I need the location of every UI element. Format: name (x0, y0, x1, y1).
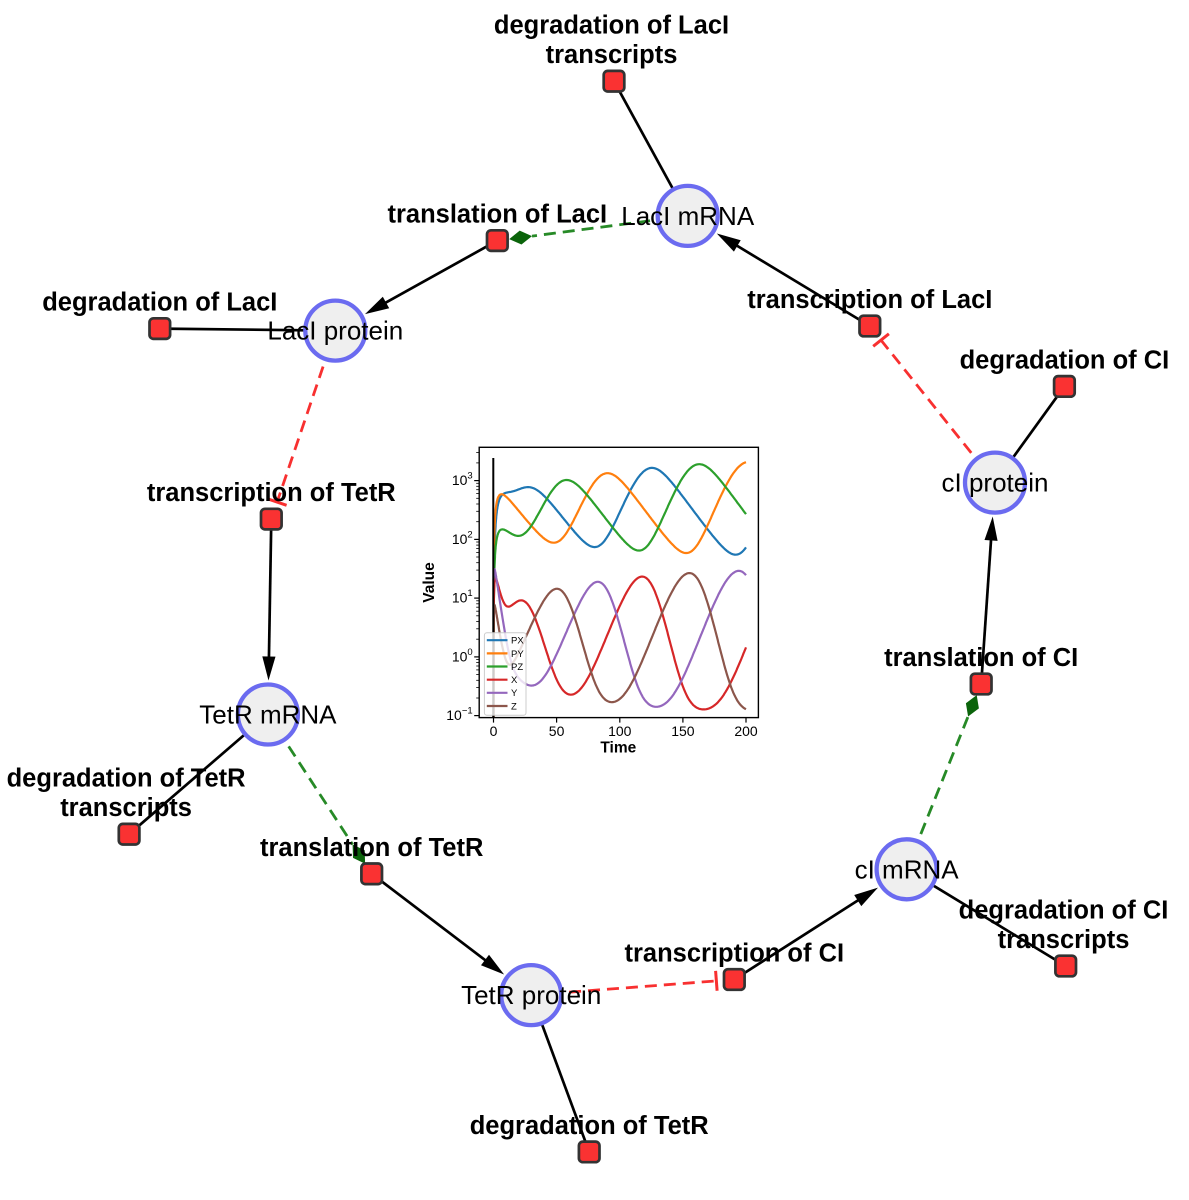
svg-text:LacI protein: LacI protein (267, 316, 403, 346)
svg-text:TetR protein: TetR protein (461, 980, 601, 1010)
svg-text:transcripts: transcripts (60, 794, 192, 822)
svg-text:Time: Time (600, 740, 636, 757)
svg-text:degradation of LacI: degradation of LacI (494, 12, 729, 40)
svg-text:degradation of CI: degradation of CI (959, 897, 1169, 925)
svg-text:transcription of LacI: transcription of LacI (747, 286, 992, 314)
svg-text:TetR mRNA: TetR mRNA (199, 700, 337, 730)
svg-text:cI mRNA: cI mRNA (855, 854, 960, 884)
svg-text:degradation of CI: degradation of CI (960, 346, 1170, 374)
svg-text:cI protein: cI protein (942, 468, 1049, 498)
svg-text:degradation of LacI: degradation of LacI (42, 289, 277, 317)
svg-text:degradation of TetR: degradation of TetR (7, 765, 246, 793)
svg-text:Y: Y (511, 688, 518, 699)
svg-text:0: 0 (490, 723, 498, 739)
svg-text:150: 150 (671, 723, 695, 739)
svg-text:transcripts: transcripts (546, 41, 678, 69)
svg-text:PY: PY (511, 649, 524, 660)
svg-text:PZ: PZ (511, 662, 523, 673)
svg-text:degradation of TetR: degradation of TetR (470, 1112, 709, 1140)
svg-text:100: 100 (608, 723, 632, 739)
svg-text:transcripts: transcripts (998, 926, 1130, 954)
svg-text:PX: PX (511, 636, 524, 647)
svg-text:transcription of TetR: transcription of TetR (147, 479, 396, 507)
svg-text:translation of CI: translation of CI (884, 644, 1078, 672)
svg-text:50: 50 (549, 723, 565, 739)
svg-text:X: X (511, 675, 518, 686)
svg-text:Value: Value (421, 562, 438, 603)
svg-text:200: 200 (734, 723, 758, 739)
svg-text:translation of TetR: translation of TetR (260, 834, 483, 862)
svg-text:translation of LacI: translation of LacI (387, 201, 607, 229)
svg-text:LacI mRNA: LacI mRNA (621, 201, 755, 231)
svg-text:Z: Z (511, 701, 517, 712)
svg-text:transcription of CI: transcription of CI (625, 940, 845, 968)
